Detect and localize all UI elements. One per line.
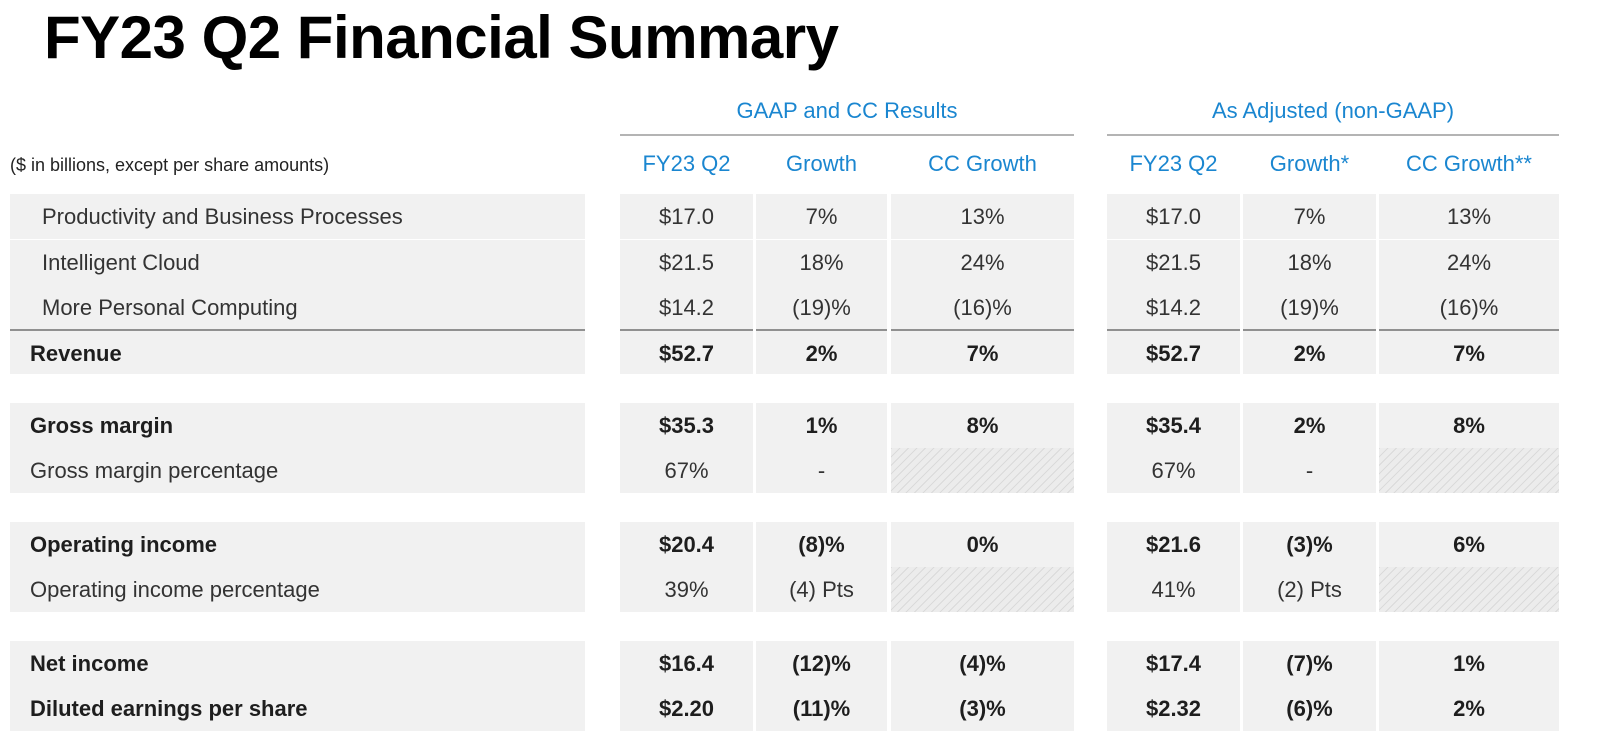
adjusted-cc-growth-value: 13% bbox=[1379, 194, 1559, 239]
gaap-col-fy23q2-header: FY23 Q2 bbox=[642, 151, 731, 176]
adjusted-cc-growth-value: 7% bbox=[1379, 329, 1559, 374]
gaap-growth-value: 7% bbox=[756, 194, 887, 239]
gaap-growth-value: 18% bbox=[756, 240, 887, 285]
adjusted-growth-value: 7% bbox=[1243, 194, 1376, 239]
table-row: Intelligent Cloud $21.5 18% 24% $21.5 18… bbox=[0, 240, 1600, 285]
adjusted-col-cc-growth-header: CC Growth** bbox=[1406, 151, 1532, 176]
row-label: Operating income bbox=[10, 522, 585, 567]
gaap-fy23q2-value: $52.7 bbox=[620, 329, 753, 374]
row-label: Net income bbox=[10, 641, 585, 686]
gaap-group-header: GAAP and CC Results bbox=[736, 98, 958, 123]
row-label: More Personal Computing bbox=[10, 285, 585, 330]
row-label: Diluted earnings per share bbox=[10, 686, 585, 731]
adjusted-growth-value: (19)% bbox=[1243, 285, 1376, 330]
gaap-growth-value: (8)% bbox=[756, 522, 887, 567]
gaap-growth-value: - bbox=[756, 448, 887, 493]
row-label: Operating income percentage bbox=[10, 567, 585, 612]
gaap-cc-growth-value: 24% bbox=[891, 240, 1074, 285]
adjusted-group-header: As Adjusted (non-GAAP) bbox=[1211, 98, 1455, 123]
adjusted-cc-growth-value: 8% bbox=[1379, 403, 1559, 448]
gaap-cc-growth-empty-cell bbox=[891, 448, 1074, 493]
gaap-cc-growth-value: 0% bbox=[891, 522, 1074, 567]
adjusted-group-rule bbox=[1107, 134, 1559, 136]
table-row: Gross margin percentage 67% - 67% - bbox=[0, 448, 1600, 493]
adjusted-fy23q2-value: $35.4 bbox=[1107, 403, 1240, 448]
gaap-fy23q2-value: $21.5 bbox=[620, 240, 753, 285]
adjusted-cc-growth-empty-cell bbox=[1379, 448, 1559, 493]
adjusted-growth-value: (3)% bbox=[1243, 522, 1376, 567]
gaap-fy23q2-value: $2.20 bbox=[620, 686, 753, 731]
adjusted-fy23q2-value: $21.5 bbox=[1107, 240, 1240, 285]
adjusted-growth-value: 2% bbox=[1243, 329, 1376, 374]
page-title: FY23 Q2 Financial Summary bbox=[44, 4, 839, 71]
adjusted-growth-value: 18% bbox=[1243, 240, 1376, 285]
gaap-fy23q2-value: $17.0 bbox=[620, 194, 753, 239]
row-label: Gross margin percentage bbox=[10, 448, 585, 493]
gaap-fy23q2-value: 39% bbox=[620, 567, 753, 612]
gaap-growth-value: (12)% bbox=[756, 641, 887, 686]
table-row: Gross margin $35.3 1% 8% $35.4 2% 8% bbox=[0, 403, 1600, 448]
row-label: Gross margin bbox=[10, 403, 585, 448]
adjusted-cc-growth-value: 2% bbox=[1379, 686, 1559, 731]
adjusted-fy23q2-value: $17.0 bbox=[1107, 194, 1240, 239]
gaap-growth-value: (4) Pts bbox=[756, 567, 887, 612]
table-row: More Personal Computing $14.2 (19)% (16)… bbox=[0, 285, 1600, 330]
adjusted-growth-value: - bbox=[1243, 448, 1376, 493]
adjusted-col-growth-header: Growth* bbox=[1269, 151, 1350, 176]
units-note: ($ in billions, except per share amounts… bbox=[10, 155, 330, 175]
adjusted-fy23q2-value: $52.7 bbox=[1107, 329, 1240, 374]
adjusted-growth-value: (6)% bbox=[1243, 686, 1376, 731]
gaap-cc-growth-value: 8% bbox=[891, 403, 1074, 448]
gaap-col-growth-header: Growth bbox=[786, 151, 857, 176]
gaap-cc-growth-value: (16)% bbox=[891, 285, 1074, 330]
gaap-cc-growth-empty-cell bbox=[891, 567, 1074, 612]
gaap-growth-value: (19)% bbox=[756, 285, 887, 330]
gaap-cc-growth-value: 7% bbox=[891, 329, 1074, 374]
adjusted-fy23q2-value: 41% bbox=[1107, 567, 1240, 612]
gaap-cc-growth-value: (4)% bbox=[891, 641, 1074, 686]
gaap-growth-value: (11)% bbox=[756, 686, 887, 731]
table-row: Productivity and Business Processes $17.… bbox=[0, 194, 1600, 239]
gaap-fy23q2-value: $14.2 bbox=[620, 285, 753, 330]
gaap-growth-value: 2% bbox=[756, 329, 887, 374]
gaap-fy23q2-value: $35.3 bbox=[620, 403, 753, 448]
adjusted-fy23q2-value: 67% bbox=[1107, 448, 1240, 493]
adjusted-fy23q2-value: $21.6 bbox=[1107, 522, 1240, 567]
gaap-fy23q2-value: $16.4 bbox=[620, 641, 753, 686]
table-row: Revenue $52.7 2% 7% $52.7 2% 7% bbox=[0, 329, 1600, 374]
row-label: Revenue bbox=[10, 329, 585, 374]
table-row: Net income $16.4 (12)% (4)% $17.4 (7)% 1… bbox=[0, 641, 1600, 686]
table-row: Diluted earnings per share $2.20 (11)% (… bbox=[0, 686, 1600, 731]
adjusted-cc-growth-value: 24% bbox=[1379, 240, 1559, 285]
adjusted-fy23q2-value: $17.4 bbox=[1107, 641, 1240, 686]
row-label: Intelligent Cloud bbox=[10, 240, 585, 285]
gaap-group-rule bbox=[620, 134, 1074, 136]
adjusted-fy23q2-value: $2.32 bbox=[1107, 686, 1240, 731]
gaap-growth-value: 1% bbox=[756, 403, 887, 448]
table-row: Operating income percentage 39% (4) Pts … bbox=[0, 567, 1600, 612]
gaap-fy23q2-value: 67% bbox=[620, 448, 753, 493]
adjusted-col-fy23q2-header: FY23 Q2 bbox=[1129, 151, 1218, 176]
gaap-cc-growth-value: (3)% bbox=[891, 686, 1074, 731]
gaap-cc-growth-value: 13% bbox=[891, 194, 1074, 239]
adjusted-growth-value: (2) Pts bbox=[1243, 567, 1376, 612]
adjusted-growth-value: (7)% bbox=[1243, 641, 1376, 686]
adjusted-cc-growth-value: 1% bbox=[1379, 641, 1559, 686]
adjusted-growth-value: 2% bbox=[1243, 403, 1376, 448]
adjusted-cc-growth-empty-cell bbox=[1379, 567, 1559, 612]
adjusted-cc-growth-value: 6% bbox=[1379, 522, 1559, 567]
adjusted-fy23q2-value: $14.2 bbox=[1107, 285, 1240, 330]
row-label: Productivity and Business Processes bbox=[10, 194, 585, 239]
table-row: Operating income $20.4 (8)% 0% $21.6 (3)… bbox=[0, 522, 1600, 567]
gaap-col-cc-growth-header: CC Growth bbox=[928, 151, 1037, 176]
gaap-fy23q2-value: $20.4 bbox=[620, 522, 753, 567]
adjusted-cc-growth-value: (16)% bbox=[1379, 285, 1559, 330]
